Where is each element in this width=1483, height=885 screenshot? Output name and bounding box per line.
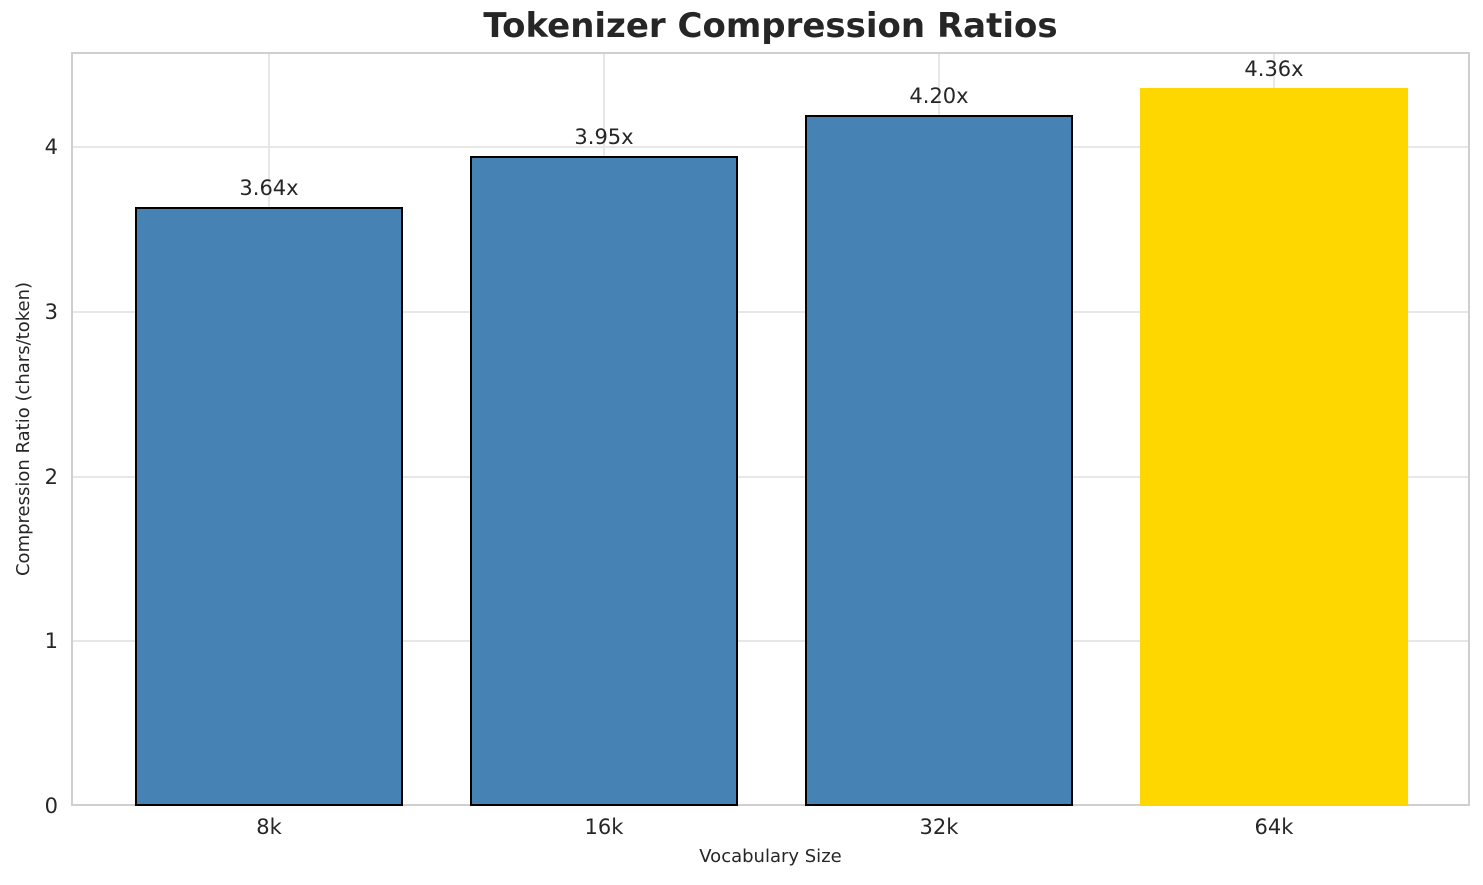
- gridline-horizontal: [71, 311, 1470, 314]
- x-tick-label-32k: 32k: [919, 815, 959, 839]
- y-tick-label-1: 1: [44, 629, 58, 654]
- bar-64k: [1140, 88, 1408, 806]
- axes-frame: [71, 52, 1470, 806]
- bar-8k: [135, 206, 403, 806]
- bar-16k: [470, 155, 738, 806]
- y-tick-label-2: 2: [44, 464, 58, 489]
- x-tick-label-16k: 16k: [584, 815, 624, 839]
- bar-value-label: 3.64x: [239, 175, 299, 200]
- gridline-horizontal: [71, 475, 1470, 478]
- y-tick-label-0: 0: [44, 794, 58, 818]
- bar-32k: [805, 114, 1073, 806]
- x-tick-label-64k: 64k: [1254, 815, 1294, 839]
- y-tick-label-3: 3: [44, 300, 58, 325]
- plot-area: 3.64x 3.95x 4.20x 4.36x: [71, 52, 1470, 806]
- chart-title: Tokenizer Compression Ratios: [483, 6, 1058, 46]
- gridline-horizontal: [71, 146, 1470, 149]
- x-axis-title: Vocabulary Size: [699, 846, 842, 867]
- bar-value-label: 4.36x: [1244, 57, 1304, 82]
- gridline-horizontal: [71, 640, 1470, 643]
- y-tick-label-4: 4: [44, 135, 58, 160]
- y-axis-title: Compression Ratio (chars/token): [13, 282, 34, 577]
- bar-value-label: 4.20x: [909, 83, 969, 108]
- bar-value-label: 3.95x: [574, 124, 634, 149]
- x-tick-label-8k: 8k: [256, 815, 282, 839]
